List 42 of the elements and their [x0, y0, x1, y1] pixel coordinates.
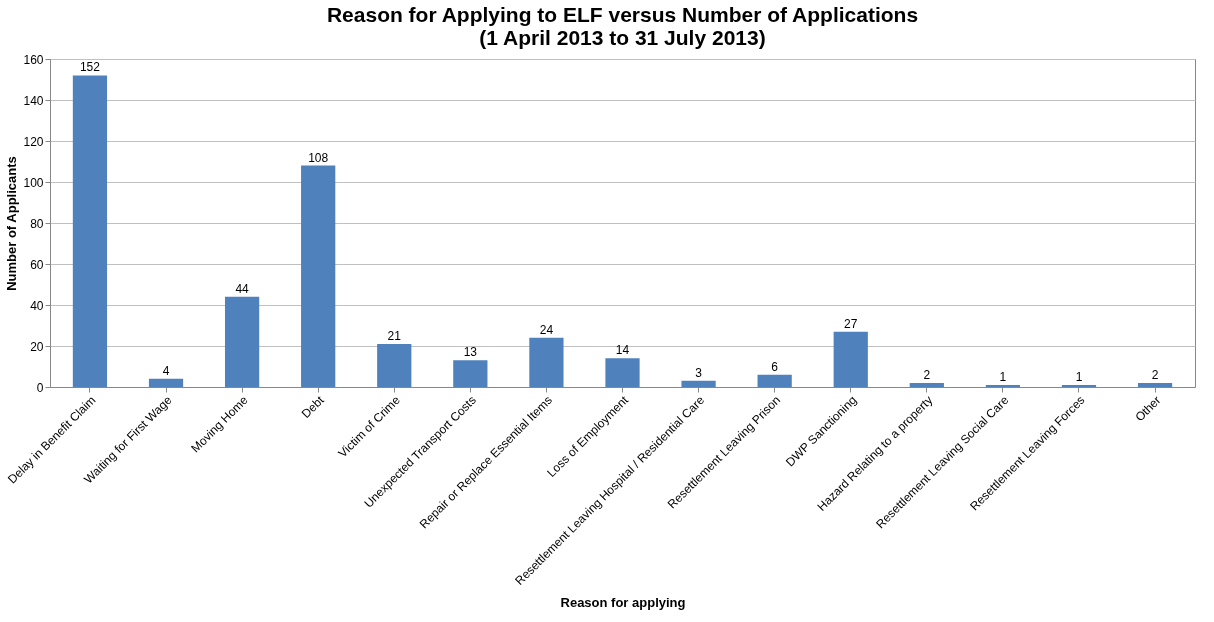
- y-tick-label: 60: [30, 257, 44, 272]
- chart-title: Reason for Applying to ELF versus Number of Applications (1 April 2013 to 31 July 2013): [326, 3, 919, 49]
- y-tick-label: 100: [23, 175, 44, 190]
- bar: [301, 165, 336, 387]
- data-label: 3: [695, 365, 703, 380]
- y-tick-label: 120: [23, 134, 44, 149]
- bar: [529, 337, 564, 387]
- bar: [757, 374, 792, 387]
- bar: [377, 343, 412, 387]
- data-label: 21: [387, 328, 402, 343]
- data-label: 27: [844, 316, 858, 331]
- bar: [833, 331, 868, 387]
- y-tick-label: 160: [23, 52, 44, 67]
- bar: [224, 296, 260, 387]
- data-label: 44: [235, 281, 250, 296]
- y-tick-label: 0: [36, 380, 44, 395]
- bar: [1137, 382, 1173, 387]
- data-label: 14: [615, 343, 630, 358]
- bar: [1061, 384, 1097, 387]
- y-tick-label: 140: [23, 93, 44, 108]
- bar: [453, 360, 488, 387]
- data-label: 1: [999, 369, 1007, 384]
- data-label: 24: [539, 322, 554, 337]
- bar: [681, 380, 716, 387]
- data-label: 2: [1151, 367, 1159, 382]
- bar: [148, 378, 184, 387]
- bar: [985, 384, 1021, 387]
- data-label: 4: [162, 363, 170, 378]
- data-label: 2: [923, 367, 931, 382]
- data-label: 1: [1075, 369, 1083, 384]
- y-tick-label: 20: [30, 339, 44, 354]
- bar: [909, 382, 944, 387]
- data-label: 152: [79, 60, 101, 75]
- y-axis-title: Number of Applicants: [4, 156, 20, 291]
- y-tick-label: 80: [30, 216, 44, 231]
- data-label: 6: [771, 359, 779, 374]
- data-label: 13: [463, 345, 478, 360]
- data-label: 108: [308, 150, 329, 165]
- bar: [72, 75, 108, 387]
- y-tick-label: 40: [30, 298, 44, 313]
- x-axis-title: Reason for applying: [560, 595, 686, 611]
- bar: [605, 358, 640, 387]
